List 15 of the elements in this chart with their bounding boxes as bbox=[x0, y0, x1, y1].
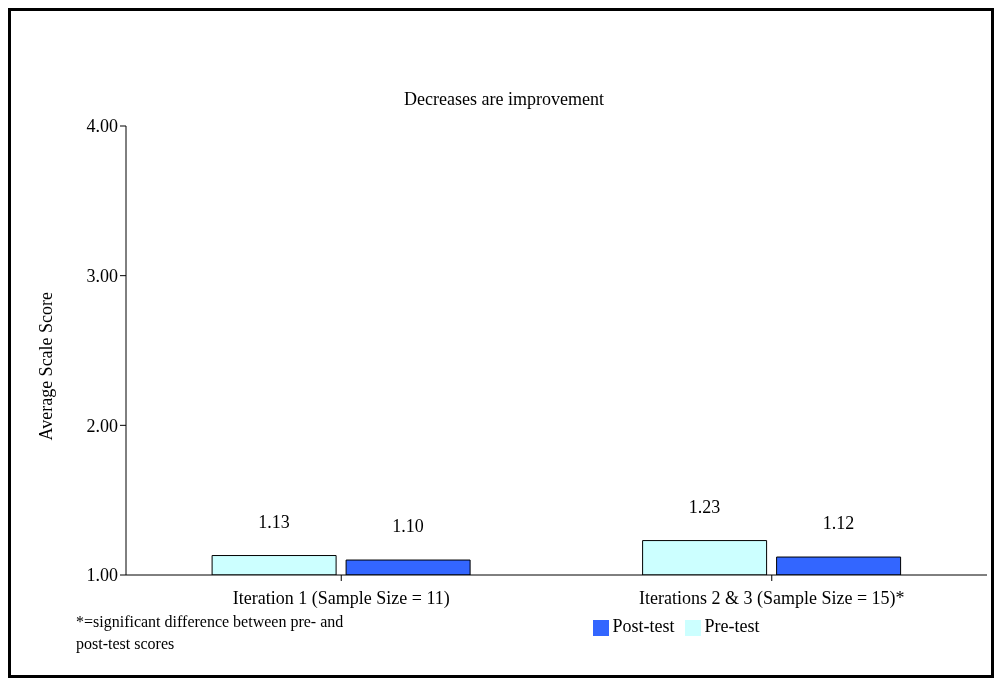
chart-title: Decreases are improvement bbox=[403, 89, 605, 110]
x-tick-label: Iteration 1 (Sample Size = 11) bbox=[232, 587, 450, 609]
y-tick-label: 3.00 bbox=[86, 266, 118, 287]
y-tick-label: 1.00 bbox=[86, 565, 118, 586]
legend-label: Pre-test bbox=[704, 616, 760, 636]
legend-label: Post-test bbox=[612, 616, 675, 636]
text: *=significant difference between pre- and post-test scores bbox=[76, 612, 345, 655]
y-tick-label: 2.00 bbox=[86, 415, 118, 436]
text: 1.10 bbox=[392, 516, 424, 537]
x-tick-label: Iterations 2 & 3 (Sample Size = 15)* bbox=[638, 587, 905, 609]
text: 1.13 bbox=[258, 511, 290, 532]
y-tick-label: 4.00 bbox=[86, 116, 118, 137]
text: 1.23 bbox=[688, 496, 721, 517]
text: 1.12 bbox=[822, 513, 855, 534]
y-axis-title: Average Scale Score bbox=[36, 291, 57, 441]
